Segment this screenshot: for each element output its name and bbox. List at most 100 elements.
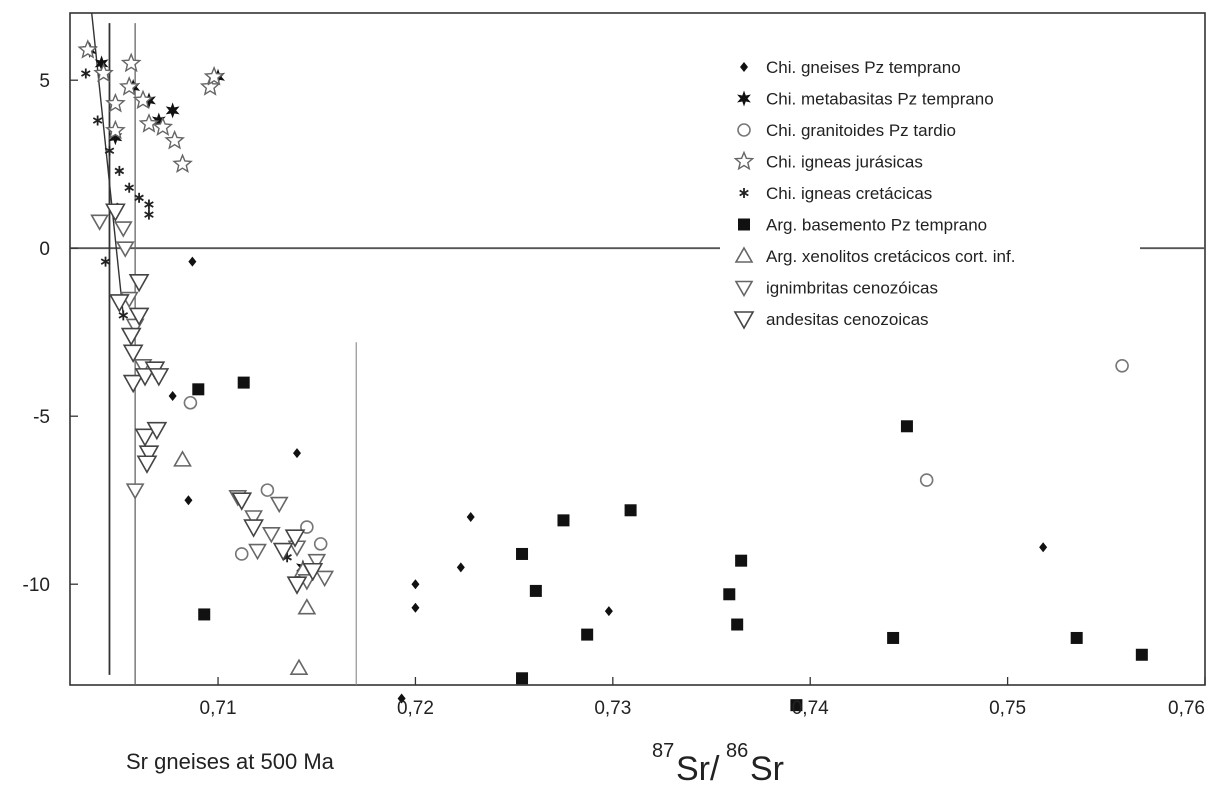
data-point-triangle-down-large: [122, 374, 144, 394]
legend-marker-asterisk: [739, 188, 749, 198]
data-point-diamond: [411, 579, 420, 590]
data-point-star5: [120, 52, 142, 73]
legend-marker-triangle-down: [734, 280, 754, 298]
data-point-triangle-down-large: [286, 576, 308, 595]
data-point-triangle-down-large: [272, 542, 294, 562]
asterisk-stroke: [144, 201, 154, 208]
data-point-asterisk: [118, 310, 129, 321]
data-point-square: [516, 672, 529, 685]
data-point-diamond: [456, 562, 465, 573]
data-point-square: [192, 383, 205, 396]
data-point-diamond: [188, 256, 197, 267]
data-point-asterisk: [100, 256, 111, 267]
data-point-square: [581, 628, 594, 641]
asterisk-stroke: [739, 189, 749, 197]
data-point-circle: [919, 473, 934, 487]
legend-label: Arg. xenolitos cretácicos cort. inf.: [766, 247, 1015, 266]
xlabel-sr-slash: Sr/: [676, 750, 720, 785]
data-point-triangle-down: [307, 553, 327, 571]
data-point-triangle-down: [125, 483, 145, 500]
data-point-triangle-down-large: [105, 203, 126, 222]
y-tick-label: 0: [39, 239, 50, 260]
data-point-triangle-down-large: [138, 445, 160, 464]
data-point-square: [557, 514, 570, 527]
legend: Chi. gneises Pz temprano Chi. metabasitas…: [733, 58, 1015, 330]
data-point-circle: [183, 395, 198, 410]
data-point-triangle-down-large: [302, 562, 324, 582]
data-point-triangle-down-large: [148, 368, 170, 387]
data-point-star5: [118, 76, 140, 96]
data-point-square: [516, 547, 529, 560]
data-point-triangle-up: [297, 598, 317, 615]
asterisk-stroke: [144, 211, 154, 218]
legend-marker-circle: [737, 123, 751, 137]
data-point-diamond: [604, 606, 613, 617]
data-point-triangle-down: [269, 496, 289, 514]
data-point-triangle-down-large: [243, 519, 264, 538]
data-point-square: [735, 554, 748, 567]
legend-label: ignimbritas cenozóicas: [766, 279, 938, 298]
data-point-star5: [172, 153, 193, 174]
data-point-triangle-down-large: [136, 455, 158, 474]
data-point-diamond: [411, 602, 420, 613]
data-point-square: [790, 699, 803, 712]
y-tick-label: 5: [39, 71, 50, 92]
data-point-triangle-down: [315, 570, 335, 588]
data-point-star5: [138, 113, 160, 133]
data-point-star6: [165, 102, 180, 119]
data-point-circle: [260, 483, 275, 497]
legend-label: Chi. gneises Pz temprano: [766, 58, 961, 77]
data-point-asterisk: [144, 199, 154, 210]
data-point-triangle-down-large: [128, 274, 150, 293]
legend-label: Arg. basemento Pz temprano: [766, 216, 987, 235]
data-point-diamond: [293, 448, 301, 459]
data-point-star6: [151, 112, 166, 129]
data-point-star5: [132, 89, 154, 110]
data-point-star5: [152, 116, 174, 137]
data-point-triangle-down: [115, 241, 135, 258]
data-point-star5: [105, 119, 126, 140]
data-point-diamond: [184, 495, 193, 506]
x-tick-label: 0,72: [397, 698, 434, 719]
xlabel-sup-86: 86: [726, 740, 748, 762]
data-point-asterisk: [104, 145, 115, 156]
sloped-line: [91, 12, 124, 316]
xlabel-sup-87: 87: [652, 740, 674, 762]
data-point-triangle-down: [113, 221, 133, 238]
x-tick-label: 0,75: [989, 698, 1026, 719]
legend-marker-star5: [733, 150, 755, 171]
data-point-triangle-down-large: [231, 492, 253, 511]
legend-label: andesitas cenozoicas: [766, 310, 929, 329]
legend-marker-triangle-down-large: [733, 311, 755, 330]
legend-marker-star6: [737, 90, 751, 107]
asterisk-stroke: [92, 117, 103, 124]
x-tick-label: 0,76: [1168, 698, 1205, 719]
data-point-triangle-down-large: [108, 294, 130, 313]
axis-ticks: 0,71 0,72 0,73 0,74 0,75 0,76 5 0 -5 -10: [23, 71, 1206, 719]
data-point-square: [1135, 648, 1148, 661]
data-point-triangle-down: [90, 214, 109, 231]
data-point-square: [731, 618, 744, 631]
legend-background: [720, 48, 1140, 340]
asterisk-stroke: [100, 258, 111, 265]
asterisk-stroke: [124, 184, 134, 191]
data-point-star5: [93, 62, 114, 83]
data-point-asterisk: [114, 165, 125, 176]
data-point-triangle-down-large: [134, 428, 156, 447]
data-point-star6: [108, 129, 123, 146]
legend-marker-square: [738, 218, 750, 231]
data-point-triangle-down-large: [128, 307, 150, 327]
data-point-triangle-down: [261, 527, 281, 544]
legend-marker-diamond: [740, 62, 748, 72]
data-point-triangle-down-large: [120, 327, 142, 347]
data-point-star5: [199, 76, 221, 96]
sr-gneises-annotation: Sr gneises at 500 Ma: [126, 749, 335, 774]
data-point-square: [237, 376, 250, 389]
data-point-star5: [105, 92, 126, 113]
y-tick-label: -10: [23, 575, 50, 596]
data-point-triangle-down-large: [284, 529, 306, 548]
data-point-square: [198, 608, 211, 621]
data-point-square: [624, 504, 637, 517]
x-tick-label: 0,74: [792, 698, 829, 719]
